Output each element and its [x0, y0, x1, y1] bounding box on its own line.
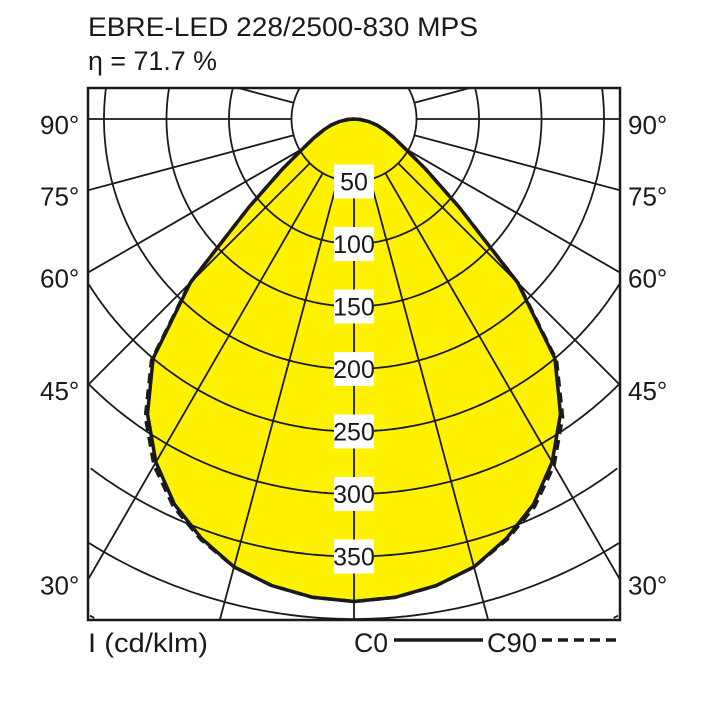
radial-tick-label-bg — [334, 477, 374, 511]
grid-radial-line — [414, 88, 470, 104]
legend-c0-label: C0 — [354, 628, 388, 658]
angle-label-left: 45° — [40, 376, 79, 406]
radial-tick-label-bg — [334, 539, 374, 574]
angle-label-right: 30° — [628, 571, 667, 601]
chart-title: EBRE-LED 228/2500-830 MPS — [88, 12, 478, 42]
radial-tick-label-bg — [334, 352, 374, 386]
grid-circle — [165, 88, 543, 308]
angle-label-right: 90° — [628, 110, 667, 140]
radial-tick-label: 350 — [333, 544, 375, 572]
grid-radial-line — [88, 134, 294, 192]
grid-circle — [89, 614, 619, 619]
radial-tick-label: 250 — [333, 419, 375, 447]
radial-tick-label: 150 — [333, 294, 375, 322]
angle-label-left: 30° — [40, 571, 79, 601]
grid-circle — [88, 383, 620, 495]
radial-tick-label: 200 — [333, 356, 375, 384]
grid-circle — [90, 467, 618, 558]
angle-label-right: 45° — [628, 376, 667, 406]
grid-radial-line — [384, 172, 620, 581]
grid-circle — [88, 284, 620, 433]
grid-circle — [103, 88, 605, 370]
grid-radial-line — [218, 179, 339, 620]
chart-subtitle: η = 71.7 % — [88, 46, 217, 76]
plot-frame — [86, 86, 622, 622]
grid-radial-line — [414, 134, 620, 192]
radial-tick-label: 100 — [333, 231, 375, 259]
grid-radial-line — [238, 88, 294, 104]
radial-tick-label-bg — [334, 164, 374, 199]
grid-radial-line — [88, 149, 301, 274]
grid-radial-line — [88, 172, 324, 581]
angle-label-left: 75° — [40, 181, 79, 211]
angle-label-right: 75° — [628, 181, 667, 211]
angle-label-right: 60° — [628, 264, 667, 294]
legend-c90-label: C90 — [487, 628, 537, 658]
grid-radial-line — [407, 149, 620, 274]
angle-label-left: 60° — [40, 264, 79, 294]
grid-circle — [228, 88, 480, 245]
grid-radial-line — [369, 179, 490, 620]
radial-tick-label-bg — [334, 414, 374, 449]
grid-circle — [88, 542, 620, 620]
series-c90-curve — [143, 117, 565, 604]
radial-tick-label: 300 — [333, 481, 375, 509]
labels: 50 100 150 200 250 300 350 90° 90° 75° 75° 60° 60° 45… — [40, 110, 667, 601]
radial-tick-label-bg — [334, 289, 374, 324]
angle-label-left: 90° — [40, 110, 79, 140]
radial-tick-label-bg — [334, 227, 374, 261]
radial-tick-label: 50 — [340, 169, 368, 197]
unit-label: I (cd/klm) — [88, 628, 208, 658]
